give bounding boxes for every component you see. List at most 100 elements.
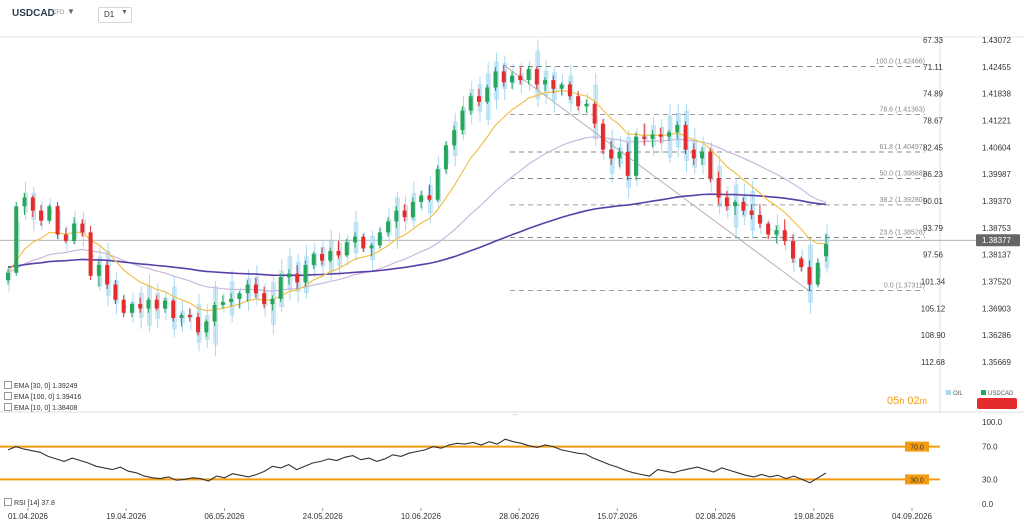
price-tick-label: 1.43072 (982, 36, 1011, 45)
price-tick-label: 1.38137 (982, 251, 1011, 260)
fib-level-label: 100.0 (1.42466) (876, 58, 925, 65)
candle-body (146, 299, 151, 309)
candle-body (319, 254, 324, 261)
settings-icon[interactable] (4, 498, 12, 506)
fib-level-label: 61.8 (1.40497) (879, 144, 925, 151)
candle-body (47, 206, 52, 221)
candle-body (824, 244, 828, 257)
grid: — (0, 36, 1024, 418)
oil-tick-label: 82.45 (923, 143, 944, 152)
price-tick-label: 1.41838 (982, 90, 1011, 99)
x-tick-label: 01.04.2026 (8, 512, 49, 521)
candle-body (526, 69, 531, 81)
indicator-rsi[interactable]: RSI [14] 37.8 (4, 498, 55, 507)
candle-body (650, 134, 655, 139)
usdcad-swatch (981, 390, 986, 395)
candle-body (435, 169, 440, 200)
chevron-down-icon: ▼ (121, 9, 128, 16)
symbol-dropdown-icon[interactable]: ▼ (67, 7, 75, 16)
symbol-label[interactable]: USDCAD (12, 8, 55, 19)
candle-body (592, 104, 597, 124)
candle-body (171, 300, 176, 319)
candle-body (708, 151, 713, 178)
candle-body (121, 299, 126, 313)
rsi-line (7, 438, 827, 484)
candle-body (22, 197, 27, 207)
axes: 1.43072 67.33 1.42455 71.11 1.41838 74.89 1.41… (8, 36, 1020, 521)
candle-body (212, 304, 217, 322)
candle-body (402, 210, 407, 218)
candle-body (443, 145, 448, 170)
oil-tick-label: 93.79 (923, 224, 944, 233)
rsi-tick-label: 70.0 (982, 443, 998, 452)
candle-body (815, 262, 820, 285)
settings-icon[interactable] (4, 392, 12, 400)
candle-body (113, 284, 118, 300)
rsi-level-tag (905, 441, 929, 452)
candle-body (790, 241, 795, 259)
candle-body (295, 273, 300, 283)
candle-body (419, 195, 424, 202)
sell-price-tag[interactable] (977, 398, 1017, 409)
candle-timer: 05h 02m (887, 395, 928, 407)
legend-oil[interactable]: OIL (946, 390, 963, 397)
rsi-level-label: 30.0 (910, 477, 924, 484)
price-tick-label: 1.36286 (982, 331, 1011, 340)
candle-body (460, 110, 465, 131)
candle-body (468, 96, 473, 111)
legend-usdcad[interactable]: USDCAD (981, 390, 1013, 397)
x-tick-label: 19.04.2026 (106, 512, 147, 521)
candle-body (658, 134, 663, 137)
price-tick-label: 1.41221 (982, 117, 1011, 126)
candle-body (543, 80, 548, 85)
fib-level-label: 23.6 (1.38528) (879, 230, 925, 237)
oil-tick-label: 112.68 (921, 358, 945, 367)
candle-body (30, 197, 35, 211)
fib-level-label: 78.6 (1.41363) (879, 106, 925, 113)
fib-level-label: 50.0 (1.39888) (879, 170, 925, 177)
fibonacci-levels: 100.0 (1.42466) 78.6 (1.41363) 61.8 (1.404… (503, 58, 925, 292)
candle-body (625, 151, 630, 176)
candles (6, 64, 828, 337)
candle-body (179, 314, 184, 319)
candle-body (799, 258, 804, 268)
candle-body (600, 123, 605, 150)
settings-icon[interactable] (4, 381, 12, 389)
price-tick-label: 1.37520 (982, 277, 1011, 286)
indicator-ema30[interactable]: EMA [30, 0] 1.39249 (4, 381, 77, 390)
rsi-tick-label: 0.0 (982, 500, 994, 509)
candle-body (154, 299, 159, 309)
candle-body (129, 304, 134, 313)
oil-tick-label: 78.67 (923, 117, 944, 126)
candle-body (766, 223, 771, 235)
candle-body (105, 264, 110, 285)
ema100-line (7, 193, 827, 277)
candle-body (311, 254, 316, 265)
candle-body (757, 214, 762, 224)
x-tick-label: 06.05.2026 (204, 512, 245, 521)
indicator-ema100[interactable]: EMA [100, 0] 1.39416 (4, 392, 81, 401)
candle-body (675, 124, 680, 133)
candle-body (63, 234, 68, 242)
candle-body (724, 197, 729, 207)
candle-body (501, 71, 506, 83)
indicator-ema10[interactable]: EMA [10, 0] 1.38408 (4, 403, 77, 412)
settings-icon[interactable] (4, 403, 12, 411)
x-tick-label: 19.08.2026 (794, 512, 835, 521)
candle-body (551, 80, 556, 89)
current-price-label: 1.38377 (982, 236, 1011, 245)
symbol-sub-label: CFD (52, 10, 65, 16)
candle-body (683, 124, 688, 150)
oil-tick-label: 101.34 (921, 277, 946, 286)
timeframe-select[interactable]: D1 ▼ (98, 7, 132, 23)
price-tick-label: 1.38753 (982, 224, 1011, 233)
candle-body (700, 151, 705, 159)
candle-body (369, 245, 374, 249)
rsi-tick-label: 100.0 (982, 418, 1003, 427)
candle-body (361, 236, 366, 249)
x-tick-label: 04.09.2026 (892, 512, 933, 521)
oil-tick-label: 90.01 (923, 197, 944, 206)
candle-body (278, 277, 283, 299)
candle-body (270, 298, 275, 305)
